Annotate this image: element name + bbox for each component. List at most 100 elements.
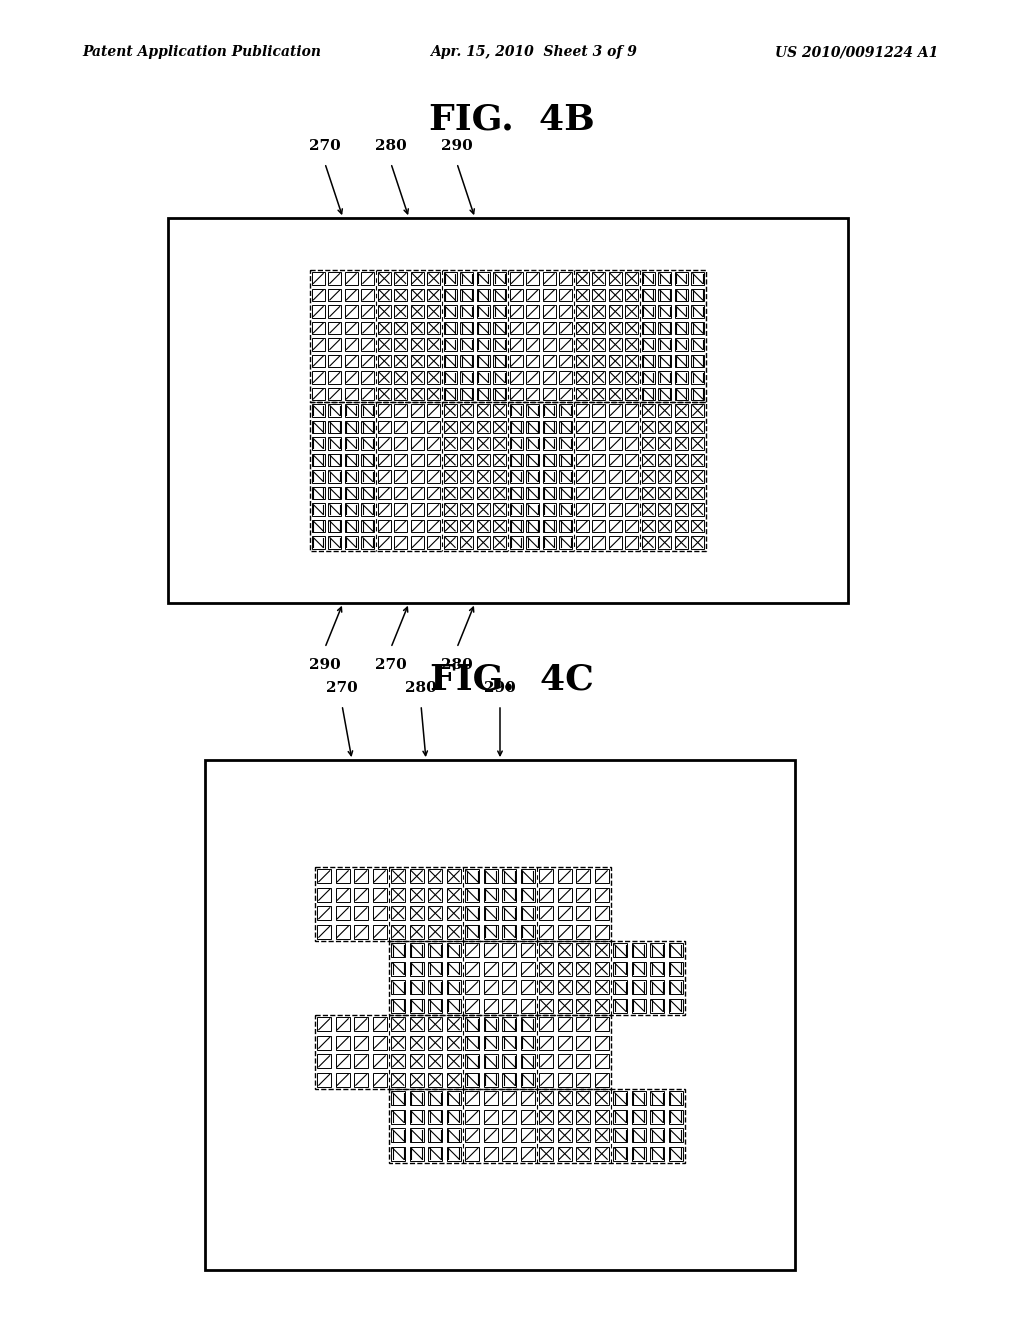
Bar <box>494 437 506 450</box>
Text: 280: 280 <box>375 139 407 153</box>
Bar <box>675 305 687 318</box>
Bar <box>378 404 390 417</box>
Bar <box>315 1015 611 1089</box>
Bar <box>427 305 440 318</box>
Bar <box>329 355 341 367</box>
Bar <box>310 403 706 550</box>
Bar <box>642 421 654 433</box>
Bar <box>502 1036 516 1049</box>
Bar <box>575 322 589 334</box>
Bar <box>526 305 539 318</box>
Bar <box>658 338 671 351</box>
Bar <box>461 338 473 351</box>
Bar <box>361 437 374 450</box>
Text: Patent Application Publication: Patent Application Publication <box>82 45 321 59</box>
Bar <box>577 999 590 1012</box>
Bar <box>361 355 374 367</box>
Bar <box>502 981 516 994</box>
Bar <box>521 1129 535 1142</box>
Bar <box>595 870 609 883</box>
Bar <box>465 925 479 939</box>
Bar <box>543 371 555 384</box>
Bar <box>521 925 535 939</box>
Bar <box>465 1018 479 1031</box>
Bar <box>391 1018 406 1031</box>
Bar <box>391 1036 406 1049</box>
Bar <box>477 305 489 318</box>
Bar <box>446 888 461 902</box>
Bar <box>378 338 390 351</box>
Bar <box>540 999 553 1012</box>
Bar <box>691 520 705 532</box>
Bar <box>626 404 638 417</box>
Bar <box>558 981 571 994</box>
Bar <box>427 536 440 549</box>
Bar <box>312 289 325 301</box>
Bar <box>411 487 424 499</box>
Bar <box>410 888 424 902</box>
Bar <box>675 272 687 285</box>
Bar <box>626 487 638 499</box>
Bar <box>483 999 498 1012</box>
Text: FIG.  4C: FIG. 4C <box>430 663 594 697</box>
Bar <box>361 536 374 549</box>
Bar <box>577 888 590 902</box>
Bar <box>559 305 572 318</box>
Bar <box>345 487 357 499</box>
Bar <box>609 503 622 516</box>
Bar <box>329 536 341 549</box>
Bar <box>632 962 646 975</box>
Bar <box>540 1055 553 1068</box>
Bar <box>650 981 665 994</box>
Bar <box>613 944 628 957</box>
Bar <box>626 536 638 549</box>
Bar <box>510 536 522 549</box>
Bar <box>593 371 605 384</box>
Bar <box>632 1147 646 1160</box>
Bar <box>394 289 407 301</box>
Bar <box>465 1073 479 1086</box>
Bar <box>650 944 665 957</box>
Text: Apr. 15, 2010  Sheet 3 of 9: Apr. 15, 2010 Sheet 3 of 9 <box>430 45 637 59</box>
Bar <box>312 487 325 499</box>
Bar <box>658 487 671 499</box>
Bar <box>593 289 605 301</box>
Bar <box>526 289 539 301</box>
Bar <box>494 289 506 301</box>
Bar <box>361 421 374 433</box>
Bar <box>494 338 506 351</box>
Bar <box>494 388 506 400</box>
Bar <box>446 1092 461 1105</box>
Bar <box>446 907 461 920</box>
Bar <box>483 1129 498 1142</box>
Bar <box>558 1129 571 1142</box>
Bar <box>575 437 589 450</box>
Bar <box>361 388 374 400</box>
Bar <box>543 305 555 318</box>
Bar <box>317 888 332 902</box>
Bar <box>345 520 357 532</box>
Bar <box>626 322 638 334</box>
Bar <box>543 289 555 301</box>
Bar <box>428 1018 442 1031</box>
Bar <box>577 1147 590 1160</box>
Bar <box>577 870 590 883</box>
Bar <box>391 1073 406 1086</box>
Bar <box>675 487 687 499</box>
Bar <box>361 289 374 301</box>
Bar <box>428 925 442 939</box>
Bar <box>675 388 687 400</box>
Bar <box>658 454 671 466</box>
Bar <box>691 536 705 549</box>
Bar <box>577 1073 590 1086</box>
Bar <box>642 272 654 285</box>
Bar <box>691 355 705 367</box>
Bar <box>483 962 498 975</box>
Bar <box>427 487 440 499</box>
Bar <box>510 289 522 301</box>
Bar <box>593 421 605 433</box>
Bar <box>378 289 390 301</box>
Bar <box>626 421 638 433</box>
Bar <box>613 999 628 1012</box>
Bar <box>427 520 440 532</box>
